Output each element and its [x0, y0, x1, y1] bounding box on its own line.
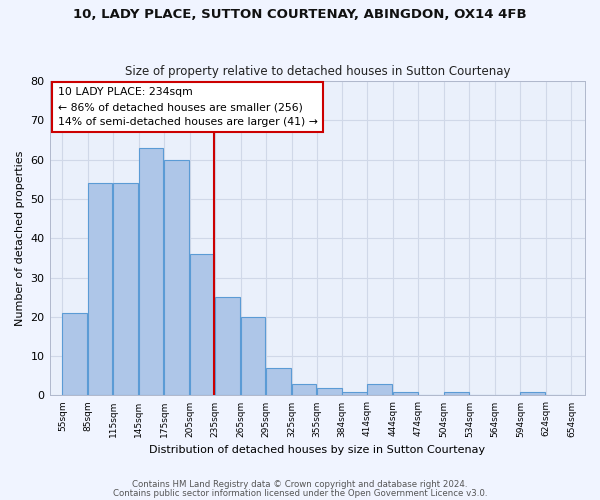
- Text: Contains public sector information licensed under the Open Government Licence v3: Contains public sector information licen…: [113, 488, 487, 498]
- Bar: [190, 254, 214, 396]
- Bar: [317, 388, 342, 396]
- Bar: [164, 160, 189, 396]
- Bar: [393, 392, 418, 396]
- Title: Size of property relative to detached houses in Sutton Courtenay: Size of property relative to detached ho…: [125, 66, 510, 78]
- Bar: [88, 183, 112, 396]
- Bar: [113, 183, 138, 396]
- Bar: [266, 368, 291, 396]
- Bar: [62, 313, 87, 396]
- Bar: [292, 384, 316, 396]
- Text: 10 LADY PLACE: 234sqm
← 86% of detached houses are smaller (256)
14% of semi-det: 10 LADY PLACE: 234sqm ← 86% of detached …: [58, 88, 317, 127]
- X-axis label: Distribution of detached houses by size in Sutton Courtenay: Distribution of detached houses by size …: [149, 445, 485, 455]
- Bar: [367, 384, 392, 396]
- Bar: [520, 392, 545, 396]
- Bar: [215, 297, 240, 396]
- Text: 10, LADY PLACE, SUTTON COURTENAY, ABINGDON, OX14 4FB: 10, LADY PLACE, SUTTON COURTENAY, ABINGD…: [73, 8, 527, 20]
- Bar: [444, 392, 469, 396]
- Text: Contains HM Land Registry data © Crown copyright and database right 2024.: Contains HM Land Registry data © Crown c…: [132, 480, 468, 489]
- Y-axis label: Number of detached properties: Number of detached properties: [15, 150, 25, 326]
- Bar: [139, 148, 163, 396]
- Bar: [342, 392, 367, 396]
- Bar: [241, 317, 265, 396]
